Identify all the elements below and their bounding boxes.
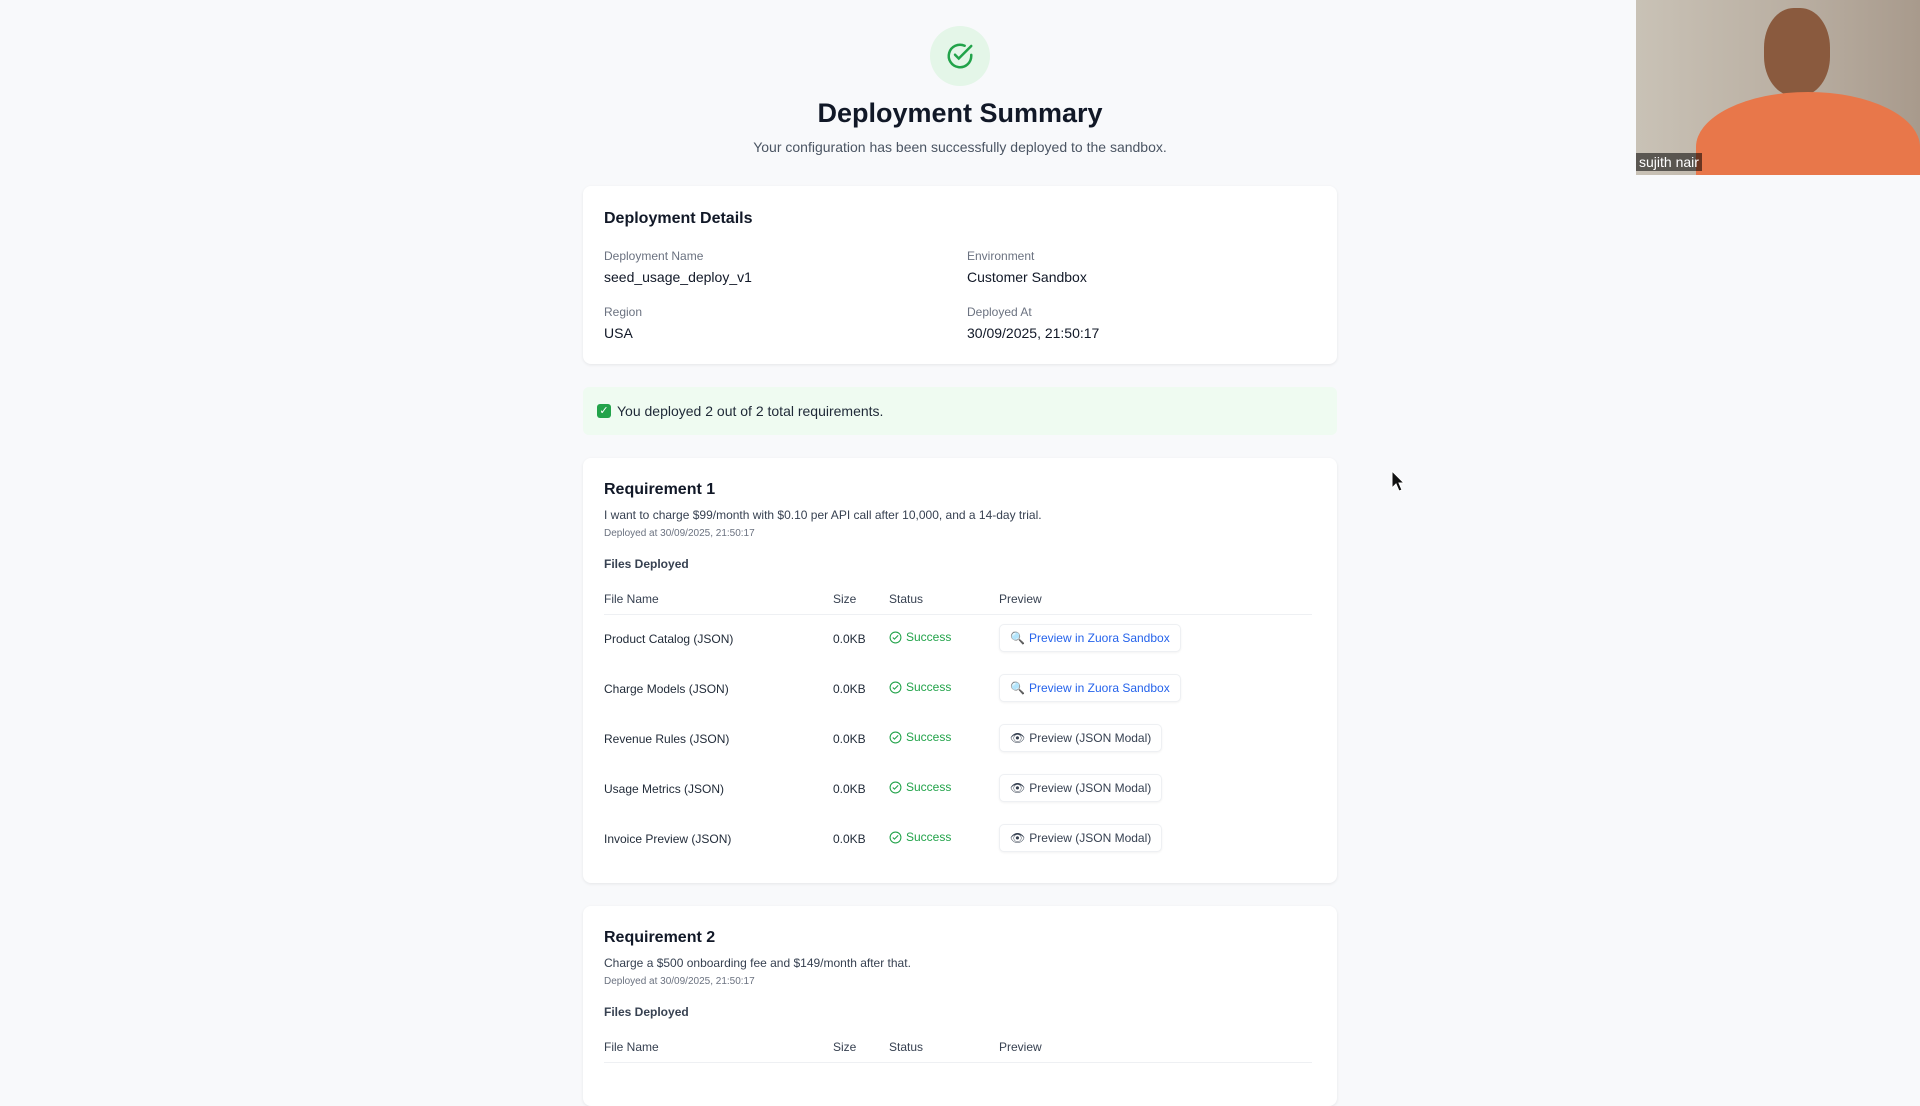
preview-button[interactable]: 👁 Preview (JSON Modal) [999,774,1163,802]
preview-button[interactable]: 👁 Preview (JSON Modal) [999,724,1163,752]
file-size: 0.0KB [833,682,866,696]
status-badge: Success [889,730,951,744]
field-label: Deployment Name [604,249,704,263]
col-header-file-name: File Name [604,592,659,606]
field-value: seed_usage_deploy_v1 [604,269,752,285]
table-row: Revenue Rules (JSON) 0.0KB Success 👁 Prev… [583,724,1337,754]
field-value: USA [604,325,633,341]
page-subtitle: Your configuration has been successfully… [753,139,1167,155]
table-row: Usage Metrics (JSON) 0.0KB Success 👁 Prev… [583,774,1337,804]
file-size: 0.0KB [833,782,866,796]
preview-button[interactable]: 🔍 Preview in Zuora Sandbox [999,624,1181,652]
deployment-details-card: Deployment Details Deployment Name seed_… [583,186,1337,364]
requirement-title: Requirement 1 [604,481,716,498]
status-text: Success [906,830,952,844]
requirement-title: Requirement 2 [604,929,716,946]
magnifier-icon: 🔍 [1010,631,1025,645]
check-circle-icon [889,681,902,693]
deployment-result-banner: ✓ You deployed 2 out of 2 total requirem… [583,387,1337,435]
status-badge: Success [889,630,951,644]
file-name: Revenue Rules (JSON) [604,732,730,746]
file-name: Product Catalog (JSON) [604,632,734,646]
file-size: 0.0KB [833,632,866,646]
requirement-card: Requirement 2 Charge a $500 onboarding f… [583,906,1337,1106]
eye-icon: 👁 [1010,831,1026,845]
preview-label: Preview in Zuora Sandbox [1028,631,1170,645]
check-box-icon: ✓ [597,404,611,418]
preview-button[interactable]: 👁 Preview (JSON Modal) [999,824,1163,852]
col-header-size: Size [833,592,857,606]
webcam-overlay: sujith nair [1636,0,1920,175]
check-circle-icon [889,631,902,643]
status-badge: Success [889,680,951,694]
check-circle-icon [889,831,902,843]
mouse-cursor-icon [1391,470,1405,492]
table-row: Charge Models (JSON) 0.0KB Success 🔍 Prev… [583,674,1337,704]
status-badge: Success [889,780,951,794]
participant-name: sujith nair [1636,153,1702,171]
banner-text: You deployed 2 out of 2 total requiremen… [617,403,884,419]
card-title: Deployment Details [604,210,753,227]
success-check-icon [930,26,990,86]
preview-label: Preview (JSON Modal) [1029,731,1152,745]
status-text: Success [906,680,952,694]
file-name: Invoice Preview (JSON) [604,832,732,846]
file-size: 0.0KB [833,732,866,746]
requirement-card: Requirement 1 I want to charge $99/month… [583,458,1337,883]
deployed-timestamp: Deployed at 30/09/2025, 21:50:17 [604,528,755,539]
table-row: Invoice Preview (JSON) 0.0KB Success 👁 Pr… [583,824,1337,854]
status-text: Success [906,780,952,794]
field-value: Customer Sandbox [967,269,1087,285]
col-header-status: Status [889,1040,924,1054]
deployed-timestamp: Deployed at 30/09/2025, 21:50:17 [604,976,755,987]
status-text: Success [906,730,952,744]
check-circle-icon [889,781,902,793]
eye-icon: 👁 [1010,731,1026,745]
field-label: Region [604,305,643,319]
person-head [1764,8,1830,96]
requirement-description: I want to charge $99/month with $0.10 pe… [604,508,1042,522]
check-circle-icon [889,731,902,743]
status-text: Success [906,630,952,644]
preview-label: Preview (JSON Modal) [1029,781,1152,795]
field-label: Environment [967,249,1035,263]
file-size: 0.0KB [833,832,866,846]
divider [604,1062,1312,1063]
col-header-file-name: File Name [604,1040,659,1054]
field-value: 30/09/2025, 21:50:17 [967,325,1100,341]
files-deployed-label: Files Deployed [604,1005,689,1019]
col-header-status: Status [889,592,924,606]
preview-label: Preview in Zuora Sandbox [1028,681,1170,695]
col-header-size: Size [833,1040,857,1054]
table-row: Product Catalog (JSON) 0.0KB Success 🔍 Pr… [583,624,1337,654]
person-shirt [1696,92,1920,175]
col-header-preview: Preview [999,592,1042,606]
requirement-description: Charge a $500 onboarding fee and $149/mo… [604,956,911,970]
page-title: Deployment Summary [817,98,1103,128]
magnifier-icon: 🔍 [1010,681,1025,695]
file-name: Usage Metrics (JSON) [604,782,725,796]
eye-icon: 👁 [1010,781,1026,795]
file-name: Charge Models (JSON) [604,682,729,696]
preview-button[interactable]: 🔍 Preview in Zuora Sandbox [999,674,1181,702]
col-header-preview: Preview [999,1040,1042,1054]
preview-label: Preview (JSON Modal) [1029,831,1152,845]
field-label: Deployed At [967,305,1032,319]
files-deployed-label: Files Deployed [604,557,689,571]
divider [604,614,1312,615]
status-badge: Success [889,830,951,844]
